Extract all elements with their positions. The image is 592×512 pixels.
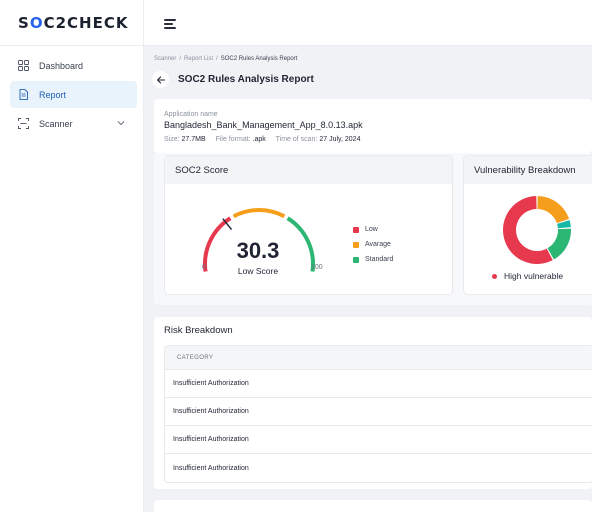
- logo-text: SOC2CHECK: [18, 13, 129, 32]
- table-row[interactable]: Insufficient Authorization: [173, 464, 249, 472]
- vulnerability-donut: [503, 196, 571, 264]
- scanner-icon: [18, 118, 29, 129]
- topbar: [144, 0, 592, 46]
- size-value: 27.7MB: [181, 136, 206, 143]
- breadcrumb-scanner[interactable]: Scanner: [154, 56, 177, 62]
- page-title: SOC2 Rules Analysis Report: [178, 74, 314, 85]
- gauge-min-label: 0: [202, 264, 206, 271]
- sidebar: SOC2CHECK Dashboard Report Scanner: [0, 0, 144, 512]
- next-section-card: [154, 500, 592, 512]
- legend-swatch-low: [353, 226, 359, 233]
- table-row[interactable]: Insufficient Authorization: [165, 398, 592, 426]
- time-value: 27 July, 2024: [319, 136, 361, 143]
- dashboard-icon: [18, 60, 29, 71]
- report-icon: [18, 89, 29, 100]
- format-label: File format:: [215, 136, 251, 143]
- arrow-left-icon: [156, 75, 165, 84]
- sidebar-item-label: Scanner: [39, 118, 73, 129]
- risk-table: CATEGORY Insufficient Authorization Insu…: [164, 345, 592, 483]
- gauge-segment-low: [203, 216, 232, 272]
- sidebar-item-report[interactable]: Report: [10, 81, 137, 108]
- chevron-down-icon[interactable]: [117, 119, 125, 127]
- legend-item-average: Avarage: [353, 237, 393, 252]
- legend-label-average: Avarage: [365, 241, 391, 248]
- soc2-score-title: SOC2 Score: [165, 156, 452, 184]
- size-label: Size:: [164, 136, 180, 143]
- donut-slice-green: [547, 228, 571, 260]
- time-label: Time of scan:: [275, 136, 318, 143]
- sidebar-item-dashboard[interactable]: Dashboard: [10, 52, 137, 79]
- score-gauge: [203, 208, 315, 272]
- gauge-needle: [222, 218, 233, 231]
- risk-breakdown-title: Risk Breakdown: [164, 325, 233, 336]
- donut-slice-orange: [537, 196, 570, 224]
- vulnerability-title: Vulnerability Breakdown: [464, 156, 592, 184]
- gauge-segment-average: [232, 208, 286, 219]
- vulnerability-breakdown-card: Vulnerability Breakdown High vulnerable: [463, 155, 592, 295]
- donut-slice-teal: [557, 220, 571, 229]
- donut-slice-red: [503, 196, 553, 264]
- legend-label-standard: Standard: [365, 256, 394, 263]
- breadcrumb: Scanner / Report List / SOC2 Rules Analysis …: [154, 56, 298, 62]
- table-row[interactable]: Insufficient Authorization: [165, 426, 592, 454]
- table-header-category[interactable]: CATEGORY: [165, 346, 592, 370]
- gauge-segment-standard: [286, 216, 315, 272]
- app-name-label: Application name: [164, 111, 218, 118]
- score-value: 30.3: [236, 238, 280, 263]
- sidebar-nav: Dashboard Report Scanner: [10, 52, 137, 139]
- vulnerability-legend: High vulnerable: [492, 271, 563, 281]
- soc2-score-card: SOC2 Score 30.3 Low Score 0 100 Low Avar…: [164, 155, 453, 295]
- legend-label-high: High vulnerable: [504, 271, 564, 281]
- legend-label-low: Low: [365, 226, 378, 233]
- gauge-max-label: 100: [311, 264, 323, 271]
- application-info-card: Application name Bangladesh_Bank_Managem…: [154, 99, 592, 153]
- back-button[interactable]: [152, 71, 169, 88]
- score-legend: Low Avarage Standard: [353, 222, 393, 267]
- table-row[interactable]: Insufficient Authorization: [165, 370, 592, 398]
- score-section: SOC2 Score 30.3 Low Score 0 100 Low Avar…: [154, 153, 592, 305]
- sidebar-item-label: Dashboard: [39, 60, 84, 71]
- legend-item-standard: Standard: [353, 252, 393, 267]
- format-value: .apk: [252, 136, 266, 143]
- score-label: Low Score: [237, 266, 279, 276]
- sidebar-item-scanner[interactable]: Scanner: [10, 110, 137, 137]
- legend-dot-high: [492, 273, 497, 279]
- legend-swatch-standard: [353, 256, 359, 263]
- sidebar-item-label: Report: [39, 89, 67, 100]
- breadcrumb-current: SOC2 Rules Analysis Report: [220, 56, 298, 62]
- app-name: Bangladesh_Bank_Management_App_8.0.13.ap…: [164, 120, 363, 130]
- app-meta: Size: 27.7MB File format: .apk Time of s…: [164, 136, 368, 143]
- hamburger-menu-icon[interactable]: [164, 19, 176, 29]
- legend-swatch-average: [353, 241, 359, 248]
- breadcrumb-report-list[interactable]: Report List: [184, 56, 214, 62]
- risk-breakdown-card: Risk Breakdown CATEGORY Insufficient Aut…: [154, 317, 592, 489]
- logo[interactable]: SOC2CHECK: [0, 0, 144, 46]
- legend-item-low: Low: [353, 222, 393, 237]
